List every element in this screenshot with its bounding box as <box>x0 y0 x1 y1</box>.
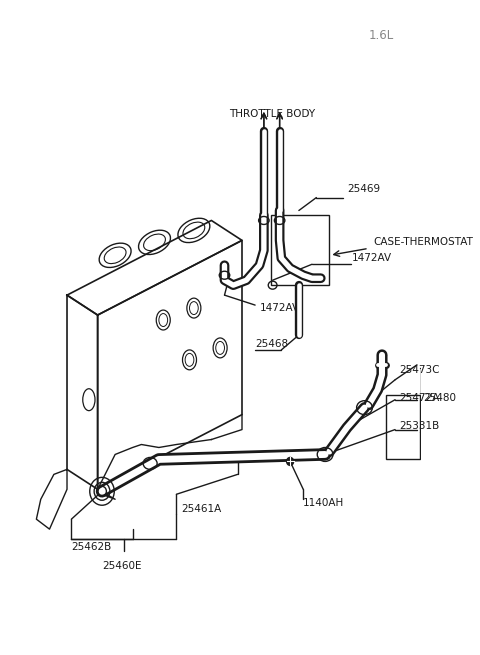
Bar <box>271 215 329 285</box>
Text: 25472A: 25472A <box>399 393 440 403</box>
Text: 25468: 25468 <box>255 339 288 349</box>
Text: 1.6L: 1.6L <box>369 29 394 43</box>
Text: 25469: 25469 <box>347 183 380 194</box>
Text: 25480: 25480 <box>423 393 456 403</box>
Text: THROTTLE BODY: THROTTLE BODY <box>229 109 316 119</box>
Text: CASE-THERMOSTAT: CASE-THERMOSTAT <box>373 237 473 248</box>
Text: 1140AH: 1140AH <box>303 498 345 508</box>
Text: 25473C: 25473C <box>399 365 440 375</box>
Circle shape <box>287 457 294 466</box>
Bar <box>386 395 420 459</box>
Text: 25460E: 25460E <box>102 561 142 571</box>
Text: 1472AV: 1472AV <box>351 253 392 263</box>
Text: 1472AV: 1472AV <box>260 303 300 313</box>
Text: 25461A: 25461A <box>181 504 221 514</box>
Text: 25331B: 25331B <box>399 421 440 430</box>
Text: 25462B: 25462B <box>72 542 112 552</box>
